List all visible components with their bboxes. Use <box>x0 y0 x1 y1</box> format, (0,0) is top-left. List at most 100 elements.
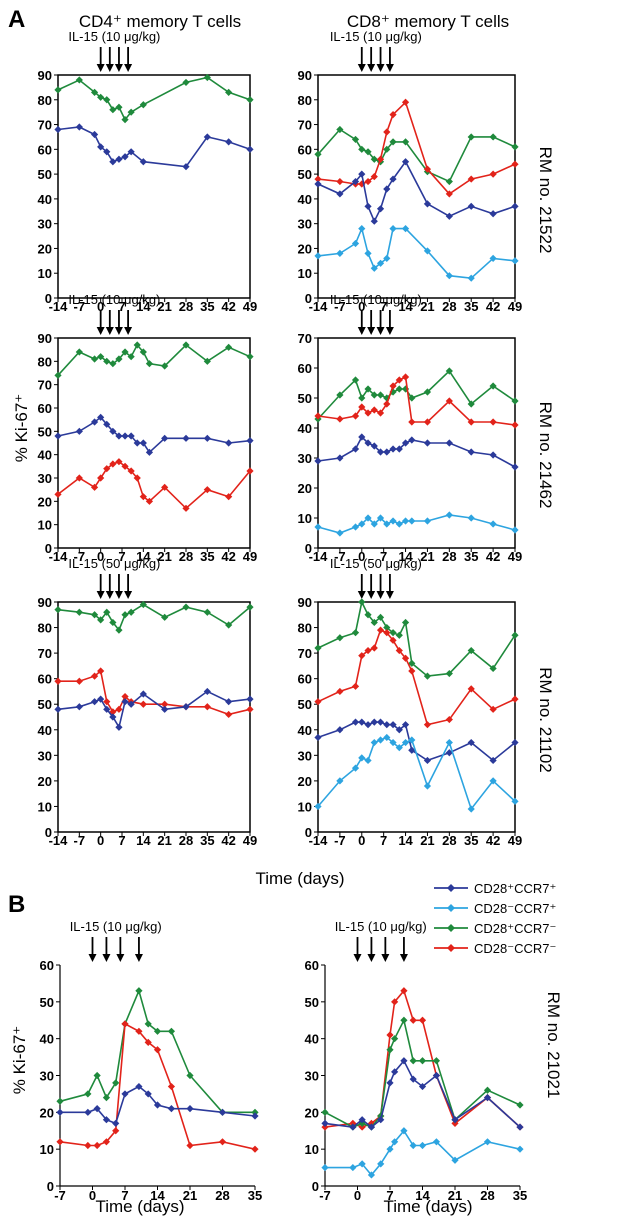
y-tick-label: 60 <box>305 958 319 973</box>
data-point <box>103 420 111 428</box>
data-point <box>314 644 322 652</box>
series-line <box>57 416 251 454</box>
data-point <box>203 608 211 616</box>
data-point <box>225 138 233 146</box>
data-point <box>389 636 397 644</box>
dose-arrow-head <box>367 327 376 335</box>
data-point <box>54 677 62 685</box>
data-point <box>370 618 378 627</box>
y-tick-label: 30 <box>40 1069 54 1084</box>
data-point <box>103 465 111 473</box>
data-point <box>135 1082 143 1091</box>
y-tick-label: 0 <box>305 291 312 306</box>
x-tick-label: 21 <box>157 549 171 564</box>
data-point <box>370 217 378 225</box>
y-tick-label: 50 <box>40 995 54 1010</box>
data-point <box>432 1071 441 1080</box>
data-point <box>93 1141 101 1150</box>
data-point <box>97 93 105 101</box>
data-point <box>133 474 141 482</box>
data-point <box>351 135 360 144</box>
data-point <box>445 439 453 447</box>
data-point <box>376 736 385 744</box>
series-line <box>317 369 516 420</box>
x-tick-label: 49 <box>508 833 522 848</box>
y-tick-label: 50 <box>298 167 312 182</box>
data-point <box>445 669 453 678</box>
data-point <box>90 130 99 139</box>
data-point <box>203 486 211 494</box>
x-tick-label: 28 <box>442 833 456 848</box>
data-point <box>54 705 62 713</box>
x-tick-label: -7 <box>74 299 86 314</box>
data-point <box>56 1097 64 1105</box>
data-point <box>370 406 378 414</box>
data-point <box>90 698 99 706</box>
x-tick-label: 49 <box>508 299 522 314</box>
x-tick-label: 28 <box>179 299 193 314</box>
data-point <box>314 180 322 188</box>
dose-arrow-head <box>385 327 394 335</box>
data-point <box>467 685 475 693</box>
series-line <box>57 343 251 376</box>
data-point <box>246 603 254 611</box>
series-line <box>317 599 516 677</box>
data-point <box>351 177 360 186</box>
data-point <box>483 1138 492 1146</box>
data-point <box>139 600 147 609</box>
data-point <box>489 451 497 459</box>
data-point <box>182 504 190 512</box>
data-point <box>467 175 475 183</box>
data-point <box>127 700 135 708</box>
data-point <box>383 145 391 153</box>
data-point <box>370 155 378 163</box>
x-tick-label: 28 <box>480 1188 494 1203</box>
treatment-label: IL-15 (50 μg/kg) <box>330 556 422 571</box>
data-point <box>102 1138 111 1146</box>
data-point <box>351 718 360 726</box>
y-tick-label: 70 <box>38 118 52 133</box>
data-point <box>109 427 117 435</box>
data-point <box>321 1123 329 1131</box>
data-point <box>161 434 169 442</box>
y-tick-label: 10 <box>298 799 312 814</box>
plot-frame <box>317 601 516 833</box>
data-point <box>401 158 410 166</box>
data-point <box>389 382 397 390</box>
data-point <box>75 76 83 84</box>
data-point <box>423 418 432 426</box>
data-point <box>203 73 211 82</box>
y-tick-label: 40 <box>298 421 312 436</box>
data-point <box>102 1094 111 1102</box>
data-point <box>145 448 154 456</box>
x-tick-label: 49 <box>243 549 257 564</box>
data-point <box>336 777 344 785</box>
data-point <box>376 514 385 522</box>
x-tick-label: 28 <box>442 549 456 564</box>
y-tick-label: 10 <box>38 518 52 533</box>
data-point <box>246 467 254 475</box>
data-point <box>376 448 385 456</box>
data-point <box>386 1079 394 1087</box>
data-point <box>203 357 211 365</box>
x-tick-label: 14 <box>136 549 151 564</box>
data-point <box>364 721 372 729</box>
data-point <box>376 409 385 417</box>
data-point <box>97 413 105 421</box>
data-point <box>144 1090 152 1098</box>
data-point <box>389 138 397 146</box>
x-tick-label: -14 <box>49 549 69 564</box>
data-point <box>139 700 147 708</box>
data-point <box>336 529 344 537</box>
data-point <box>423 165 432 173</box>
data-point <box>161 613 169 621</box>
data-point <box>182 434 190 442</box>
data-point <box>153 1046 162 1054</box>
data-point <box>351 445 360 453</box>
data-point <box>115 103 123 111</box>
data-point <box>349 1163 357 1172</box>
data-point <box>408 659 416 667</box>
x-tick-label: 7 <box>380 299 387 314</box>
